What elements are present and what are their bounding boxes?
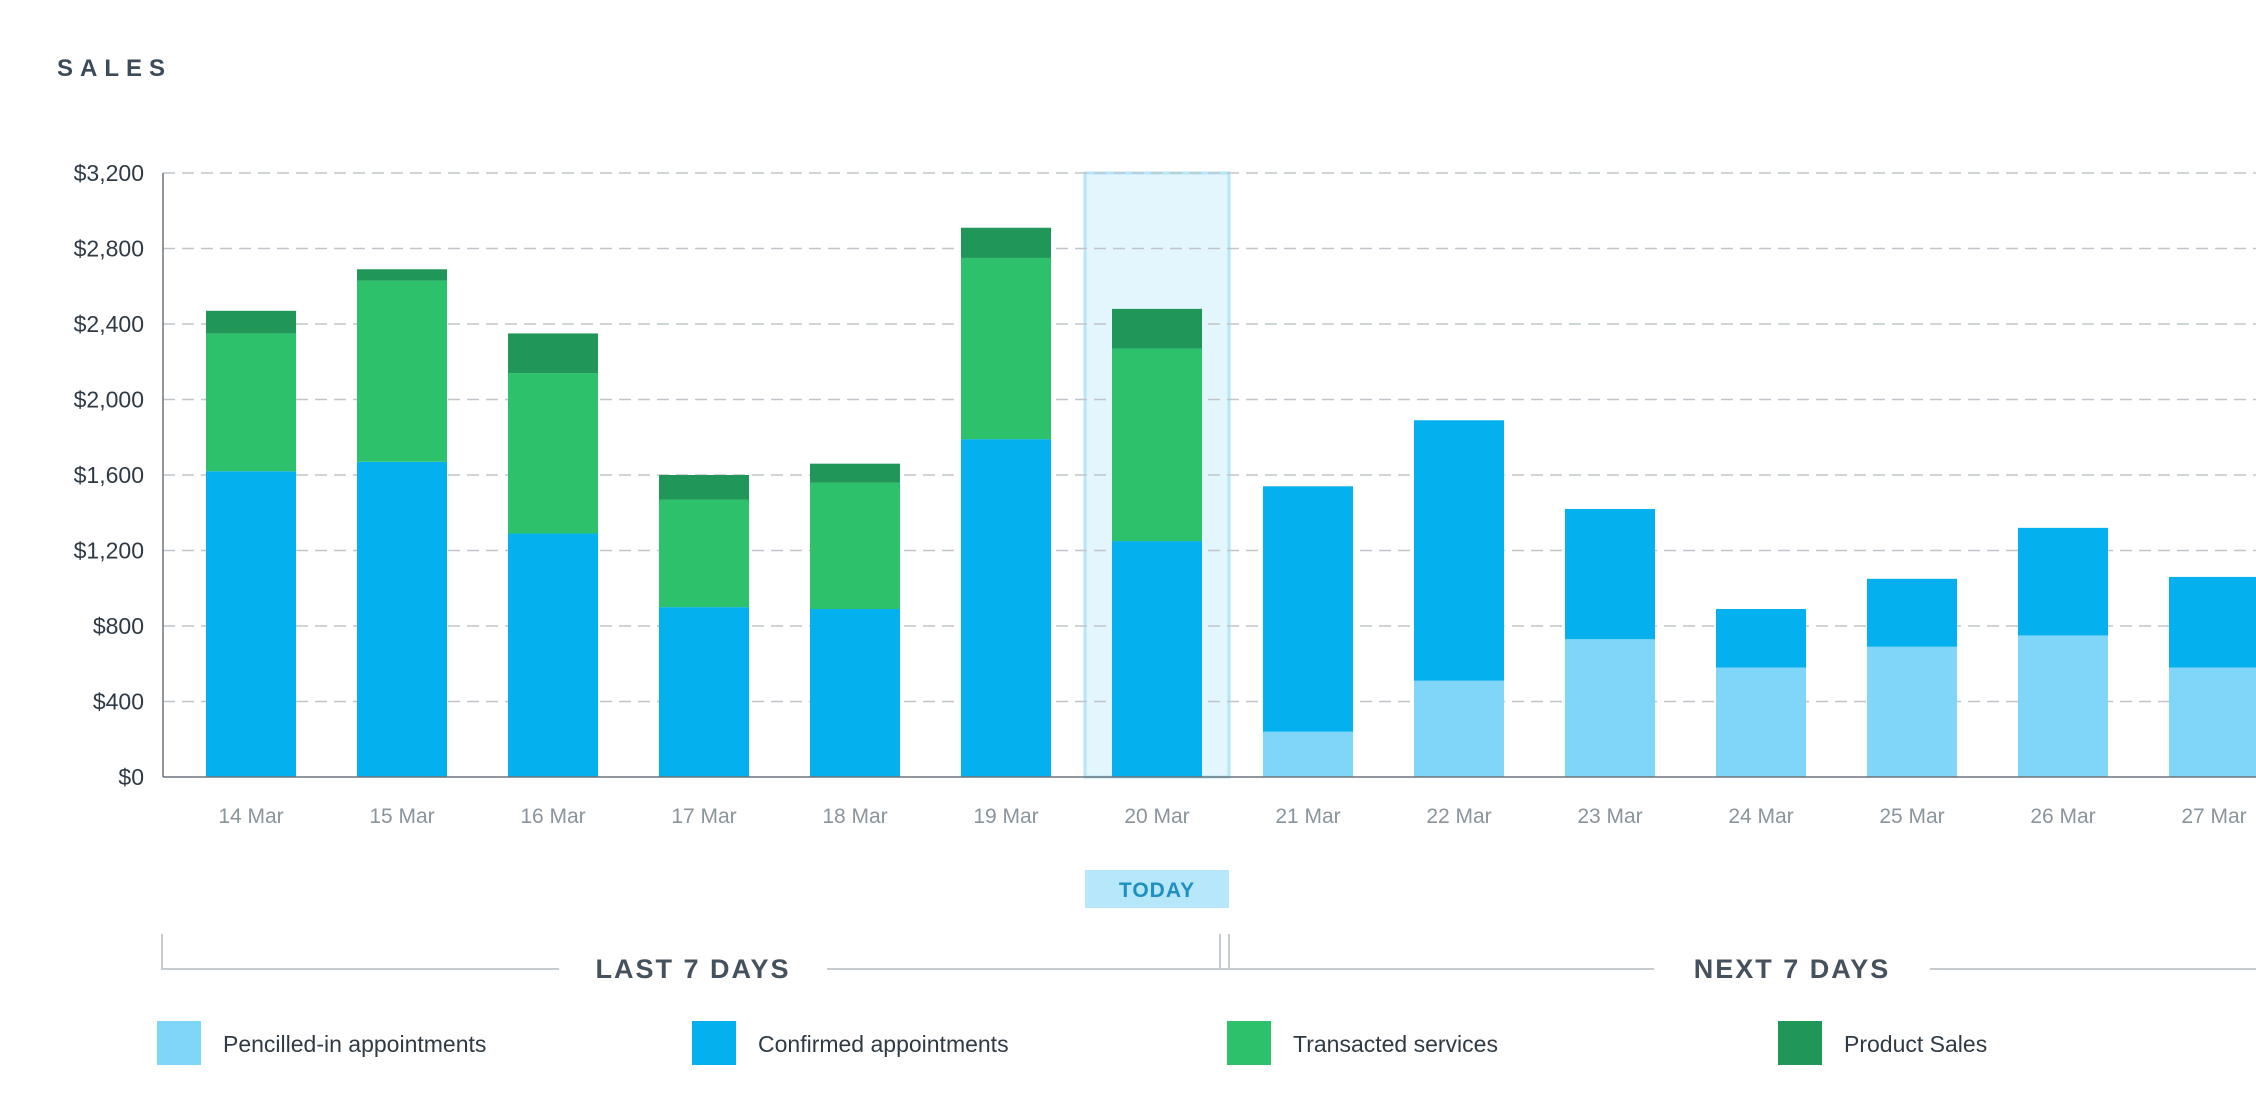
y-tick-label: $1,200 [74, 538, 144, 564]
legend-label: Product Sales [1844, 1031, 1987, 1057]
bar-segment [2169, 576, 2256, 668]
x-tick-label: 22 Mar [1426, 805, 1491, 828]
bar-segment [1565, 639, 1655, 777]
bar-segment [1112, 308, 1202, 349]
legend-label: Pencilled-in appointments [223, 1031, 486, 1057]
y-tick-label: $800 [93, 613, 144, 639]
x-tick-label: 27 Mar [2181, 805, 2246, 828]
bar-segment [1112, 348, 1202, 542]
x-tick-label: 23 Mar [1577, 805, 1642, 828]
bar-segment [357, 280, 447, 462]
bar-segment [1112, 541, 1202, 777]
bar-segment [2018, 635, 2108, 777]
bar-segment [1716, 609, 1806, 668]
bar-segment [357, 461, 447, 777]
bar-segment [1867, 578, 1957, 647]
x-tick-label: 24 Mar [1728, 805, 1793, 828]
x-tick-label: 18 Mar [822, 805, 887, 828]
x-tick-label: 17 Mar [671, 805, 736, 828]
period-bracket [1219, 934, 2256, 970]
bar-segment [1263, 731, 1353, 777]
chart-title: SALES [57, 55, 172, 82]
y-tick-label: $2,800 [74, 236, 144, 262]
bar-segment [206, 310, 296, 334]
bar-segment [659, 499, 749, 608]
bar-segment [2018, 527, 2108, 636]
legend-swatch [1778, 1021, 1822, 1065]
bar-segment [1414, 680, 1504, 777]
legend-label: Transacted services [1293, 1031, 1498, 1057]
bar-segment [1716, 667, 1806, 777]
y-tick-label: $2,400 [74, 311, 144, 337]
bar-segment [1565, 508, 1655, 640]
bar-segment [1414, 420, 1504, 681]
bar-segment [659, 607, 749, 777]
today-badge [1085, 870, 1229, 908]
bar-segment [508, 533, 598, 777]
legend-swatch [692, 1021, 736, 1065]
y-tick-label: $3,200 [74, 160, 144, 186]
bar-segment [508, 373, 598, 534]
x-tick-label: 21 Mar [1275, 805, 1340, 828]
x-tick-label: 25 Mar [1879, 805, 1944, 828]
y-tick-label: $1,600 [74, 462, 144, 488]
y-tick-label: $400 [93, 689, 144, 715]
bar-segment [961, 257, 1051, 440]
bar-segment [1263, 486, 1353, 732]
x-tick-label: 15 Mar [369, 805, 434, 828]
x-tick-label: 14 Mar [218, 805, 283, 828]
legend-label: Confirmed appointments [758, 1031, 1009, 1057]
y-tick-label: $2,000 [74, 387, 144, 413]
bar-segment [810, 463, 900, 483]
bar-segment [961, 439, 1051, 777]
x-tick-label: 26 Mar [2030, 805, 2095, 828]
y-tick-label: $0 [118, 764, 144, 790]
bar-segment [659, 475, 749, 500]
bar-segment [2169, 667, 2256, 777]
bar-segment [810, 482, 900, 610]
bar-segment [206, 333, 296, 472]
bar-segment [1867, 646, 1957, 777]
x-tick-label: 20 Mar [1124, 805, 1189, 828]
bar-segment [357, 269, 447, 281]
legend-swatch [1227, 1021, 1271, 1065]
x-tick-label: 16 Mar [520, 805, 585, 828]
x-tick-label: 19 Mar [973, 805, 1038, 828]
today-label: TODAY [1119, 879, 1195, 902]
period-label: NEXT 7 DAYS [1694, 954, 1891, 984]
bar-segment [206, 471, 296, 777]
bar-segment [810, 609, 900, 777]
bar-segment [961, 227, 1051, 258]
legend-swatch [157, 1021, 201, 1065]
period-label: LAST 7 DAYS [595, 954, 790, 984]
bar-segment [508, 333, 598, 374]
